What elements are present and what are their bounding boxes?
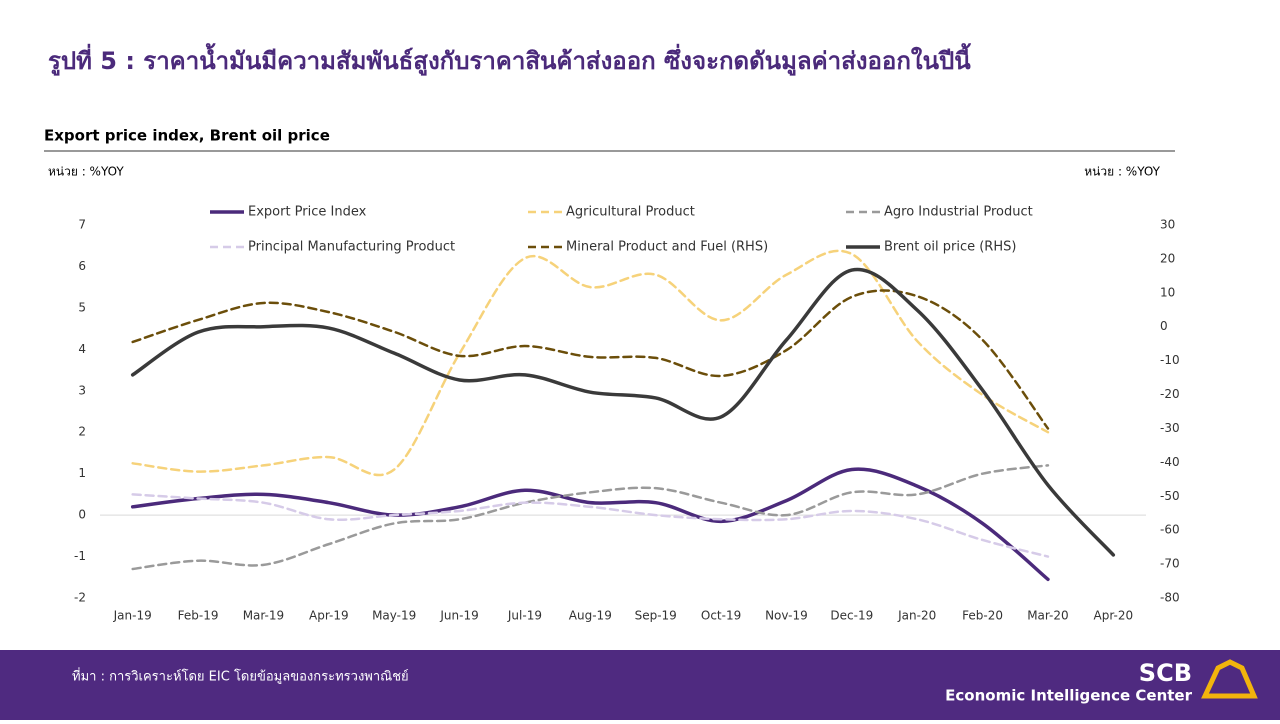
y2-tick-label: -60 bbox=[1160, 523, 1180, 537]
slide-title: รูปที่ 5 : ราคาน้ำมันมีความสัมพันธ์สูงกั… bbox=[48, 42, 972, 76]
legend-label: Agro Industrial Product bbox=[884, 205, 1033, 220]
x-tick-label: Dec-19 bbox=[830, 609, 873, 623]
x-tick-label: Sep-19 bbox=[635, 609, 677, 623]
y2-tick-label: -70 bbox=[1160, 557, 1180, 571]
y2-tick-label: 30 bbox=[1160, 218, 1175, 232]
brand-center: Economic Intelligence Center bbox=[945, 687, 1192, 705]
y2-tick-label: -50 bbox=[1160, 489, 1180, 503]
legend-label: Agricultural Product bbox=[566, 205, 695, 220]
y-tick-label: -1 bbox=[74, 549, 86, 563]
x-tick-label: Jul-19 bbox=[507, 609, 542, 623]
brand: SCB bbox=[1139, 659, 1192, 687]
y2-tick-label: -20 bbox=[1160, 387, 1180, 401]
series-line bbox=[130, 467, 1050, 582]
y-tick-label: 5 bbox=[78, 300, 86, 314]
brand-logo bbox=[1201, 659, 1258, 699]
y-tick-label: 3 bbox=[78, 383, 86, 397]
x-tick-label: Apr-20 bbox=[1094, 609, 1134, 623]
x-tick-label: Jun-19 bbox=[439, 609, 478, 623]
y2-unit: หน่วย : %YOY bbox=[1084, 165, 1160, 179]
y-tick-label: 0 bbox=[78, 508, 86, 522]
chart-title: Export price index, Brent oil price bbox=[44, 127, 330, 145]
y2-tick-label: 0 bbox=[1160, 319, 1168, 333]
y-tick-label: 4 bbox=[78, 342, 86, 356]
x-tick-label: Aug-19 bbox=[569, 609, 612, 623]
x-tick-label: Feb-20 bbox=[962, 609, 1003, 623]
y-unit: หน่วย : %YOY bbox=[48, 165, 124, 179]
legend-label: Principal Manufacturing Product bbox=[248, 240, 455, 255]
x-tick-label: May-19 bbox=[372, 609, 416, 623]
y-tick-label: 2 bbox=[78, 425, 86, 439]
x-tick-label: Feb-19 bbox=[178, 609, 219, 623]
legend-label: Mineral Product and Fuel (RHS) bbox=[566, 240, 768, 255]
x-tick-label: Nov-19 bbox=[765, 609, 808, 623]
y-tick-label: 1 bbox=[78, 466, 86, 480]
y2-tick-label: -80 bbox=[1160, 591, 1180, 605]
x-tick-label: Mar-19 bbox=[243, 609, 284, 623]
footer-band bbox=[0, 650, 1280, 720]
x-tick-label: Jan-19 bbox=[113, 609, 152, 623]
x-tick-label: Apr-19 bbox=[309, 609, 349, 623]
series-line bbox=[131, 464, 1050, 571]
legend-label: Brent oil price (RHS) bbox=[884, 240, 1016, 255]
y2-tick-label: -40 bbox=[1160, 455, 1180, 469]
y2-tick-label: -30 bbox=[1160, 421, 1180, 435]
footer-source: ที่มา : การวิเคราะห์โดย EIC โดยข้อมูลของ… bbox=[72, 668, 409, 685]
legend-label: Export Price Index bbox=[248, 205, 367, 220]
x-tick-label: Jan-20 bbox=[897, 609, 936, 623]
y2-tick-label: 20 bbox=[1160, 251, 1175, 265]
series-line bbox=[130, 267, 1116, 557]
y-tick-label: 7 bbox=[78, 218, 86, 232]
series-line bbox=[131, 249, 1050, 477]
series-line bbox=[131, 493, 1050, 558]
y-tick-label: 6 bbox=[78, 259, 86, 273]
y2-tick-label: -10 bbox=[1160, 353, 1180, 367]
series-line bbox=[131, 289, 1050, 430]
y-tick-label: -2 bbox=[74, 591, 86, 605]
x-tick-label: Oct-19 bbox=[701, 609, 741, 623]
x-tick-label: Mar-20 bbox=[1027, 609, 1068, 623]
y2-tick-label: 10 bbox=[1160, 285, 1175, 299]
